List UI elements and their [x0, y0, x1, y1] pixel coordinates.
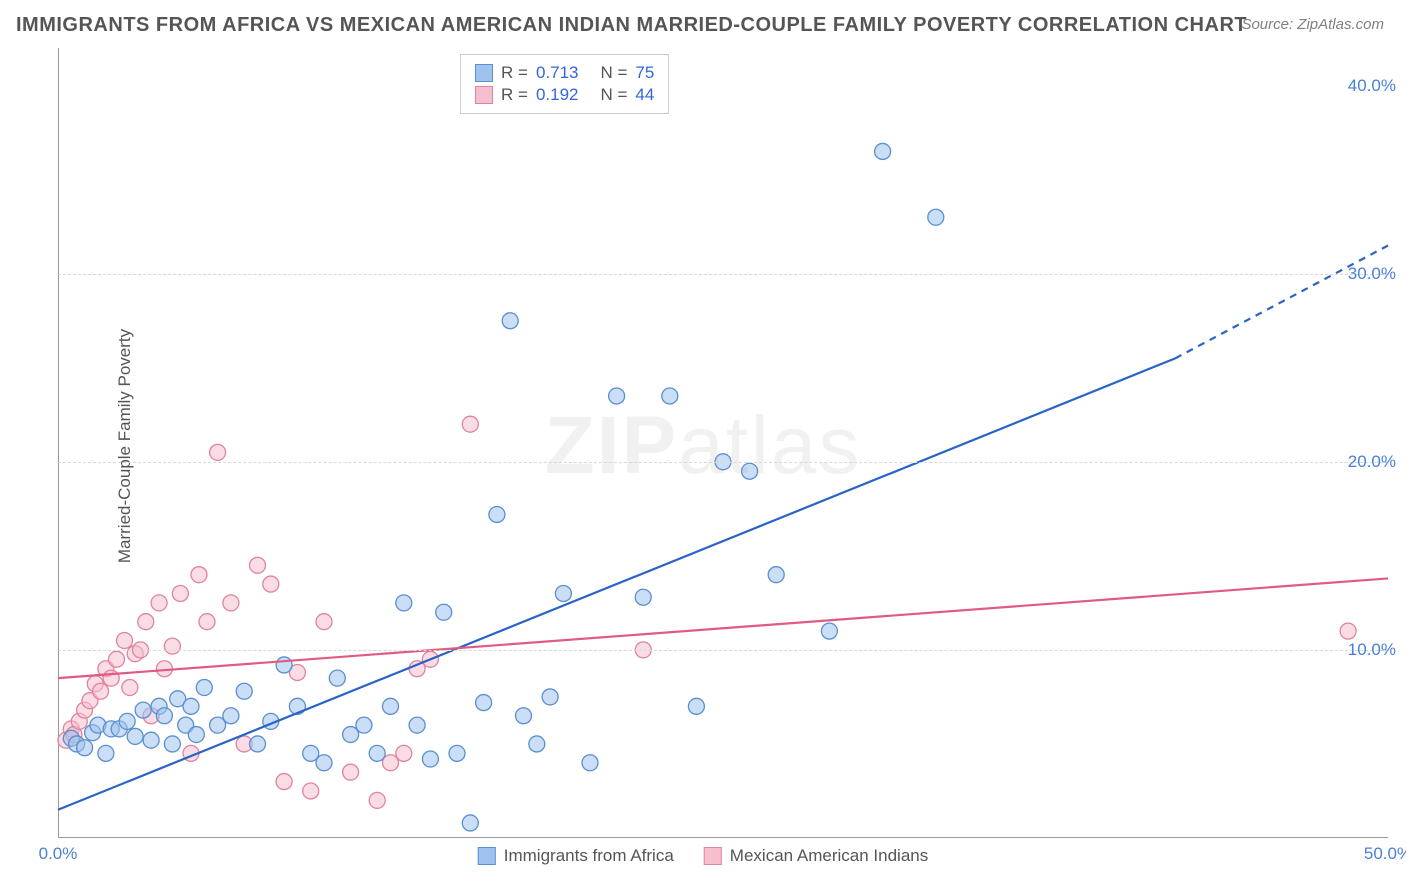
- data-point: [172, 585, 188, 601]
- y-tick-label: 20.0%: [1348, 452, 1396, 472]
- data-point: [250, 736, 266, 752]
- legend-item-1: Immigrants from Africa: [478, 846, 674, 866]
- data-point: [276, 657, 292, 673]
- data-point: [369, 792, 385, 808]
- data-point: [236, 683, 252, 699]
- data-point: [662, 388, 678, 404]
- data-point: [223, 595, 239, 611]
- data-point: [742, 463, 758, 479]
- data-point: [609, 388, 625, 404]
- swatch-series2: [475, 86, 493, 104]
- data-point: [316, 755, 332, 771]
- data-point: [635, 589, 651, 605]
- data-point: [316, 614, 332, 630]
- data-point: [143, 732, 159, 748]
- data-point: [103, 670, 119, 686]
- data-point: [138, 614, 154, 630]
- data-point: [250, 557, 266, 573]
- n-value-2: 44: [635, 85, 654, 105]
- data-point: [768, 567, 784, 583]
- data-point: [542, 689, 558, 705]
- legend-label-2: Mexican American Indians: [730, 846, 928, 866]
- data-point: [369, 745, 385, 761]
- data-point: [188, 727, 204, 743]
- data-point: [135, 702, 151, 718]
- data-point: [396, 595, 412, 611]
- legend-row-series2: R = 0.192 N = 44: [475, 85, 654, 105]
- data-point: [151, 595, 167, 611]
- data-point: [476, 695, 492, 711]
- data-point: [191, 567, 207, 583]
- data-point: [422, 751, 438, 767]
- data-point: [98, 745, 114, 761]
- x-tick-label: 0.0%: [39, 844, 78, 864]
- data-point: [436, 604, 452, 620]
- data-point: [127, 728, 143, 744]
- data-point: [383, 698, 399, 714]
- legend-label-1: Immigrants from Africa: [504, 846, 674, 866]
- legend-row-series1: R = 0.713 N = 75: [475, 63, 654, 83]
- data-point: [555, 585, 571, 601]
- swatch-bottom-1: [478, 847, 496, 865]
- data-point: [462, 815, 478, 831]
- source-label: Source: ZipAtlas.com: [1241, 16, 1384, 33]
- r-value-2: 0.192: [536, 85, 579, 105]
- data-point: [119, 713, 135, 729]
- data-point: [688, 698, 704, 714]
- trend-line: [58, 578, 1388, 678]
- data-point: [164, 638, 180, 654]
- data-point: [356, 717, 372, 733]
- y-tick-label: 30.0%: [1348, 264, 1396, 284]
- data-point: [449, 745, 465, 761]
- data-point: [199, 614, 215, 630]
- gridline: [58, 462, 1388, 463]
- series-legend: Immigrants from Africa Mexican American …: [470, 844, 936, 868]
- data-point: [183, 698, 199, 714]
- n-value-1: 75: [635, 63, 654, 83]
- gridline: [58, 274, 1388, 275]
- trend-line: [58, 358, 1175, 809]
- data-point: [223, 708, 239, 724]
- data-point: [516, 708, 532, 724]
- data-point: [276, 774, 292, 790]
- data-point: [582, 755, 598, 771]
- data-point: [303, 783, 319, 799]
- chart-title: IMMIGRANTS FROM AFRICA VS MEXICAN AMERIC…: [16, 14, 1247, 37]
- data-point: [263, 576, 279, 592]
- data-point: [875, 143, 891, 159]
- data-point: [164, 736, 180, 752]
- data-point: [77, 740, 93, 756]
- data-point: [196, 680, 212, 696]
- x-tick-label: 50.0%: [1364, 844, 1406, 864]
- data-point: [821, 623, 837, 639]
- data-point: [156, 708, 172, 724]
- data-point: [928, 209, 944, 225]
- data-point: [122, 680, 138, 696]
- data-point: [1340, 623, 1356, 639]
- data-point: [343, 764, 359, 780]
- data-point: [117, 633, 133, 649]
- data-point: [210, 444, 226, 460]
- data-point: [529, 736, 545, 752]
- scatter-plot-svg: [58, 48, 1388, 838]
- data-point: [502, 313, 518, 329]
- swatch-bottom-2: [704, 847, 722, 865]
- y-tick-label: 10.0%: [1348, 640, 1396, 660]
- data-point: [93, 683, 109, 699]
- data-point: [409, 717, 425, 733]
- r-value-1: 0.713: [536, 63, 579, 83]
- gridline: [58, 650, 1388, 651]
- data-point: [109, 651, 125, 667]
- data-point: [462, 416, 478, 432]
- y-tick-label: 40.0%: [1348, 76, 1396, 96]
- trend-line-extrapolated: [1175, 246, 1388, 359]
- data-point: [489, 506, 505, 522]
- data-point: [396, 745, 412, 761]
- correlation-legend: R = 0.713 N = 75 R = 0.192 N = 44: [460, 54, 669, 114]
- swatch-series1: [475, 64, 493, 82]
- data-point: [329, 670, 345, 686]
- legend-item-2: Mexican American Indians: [704, 846, 928, 866]
